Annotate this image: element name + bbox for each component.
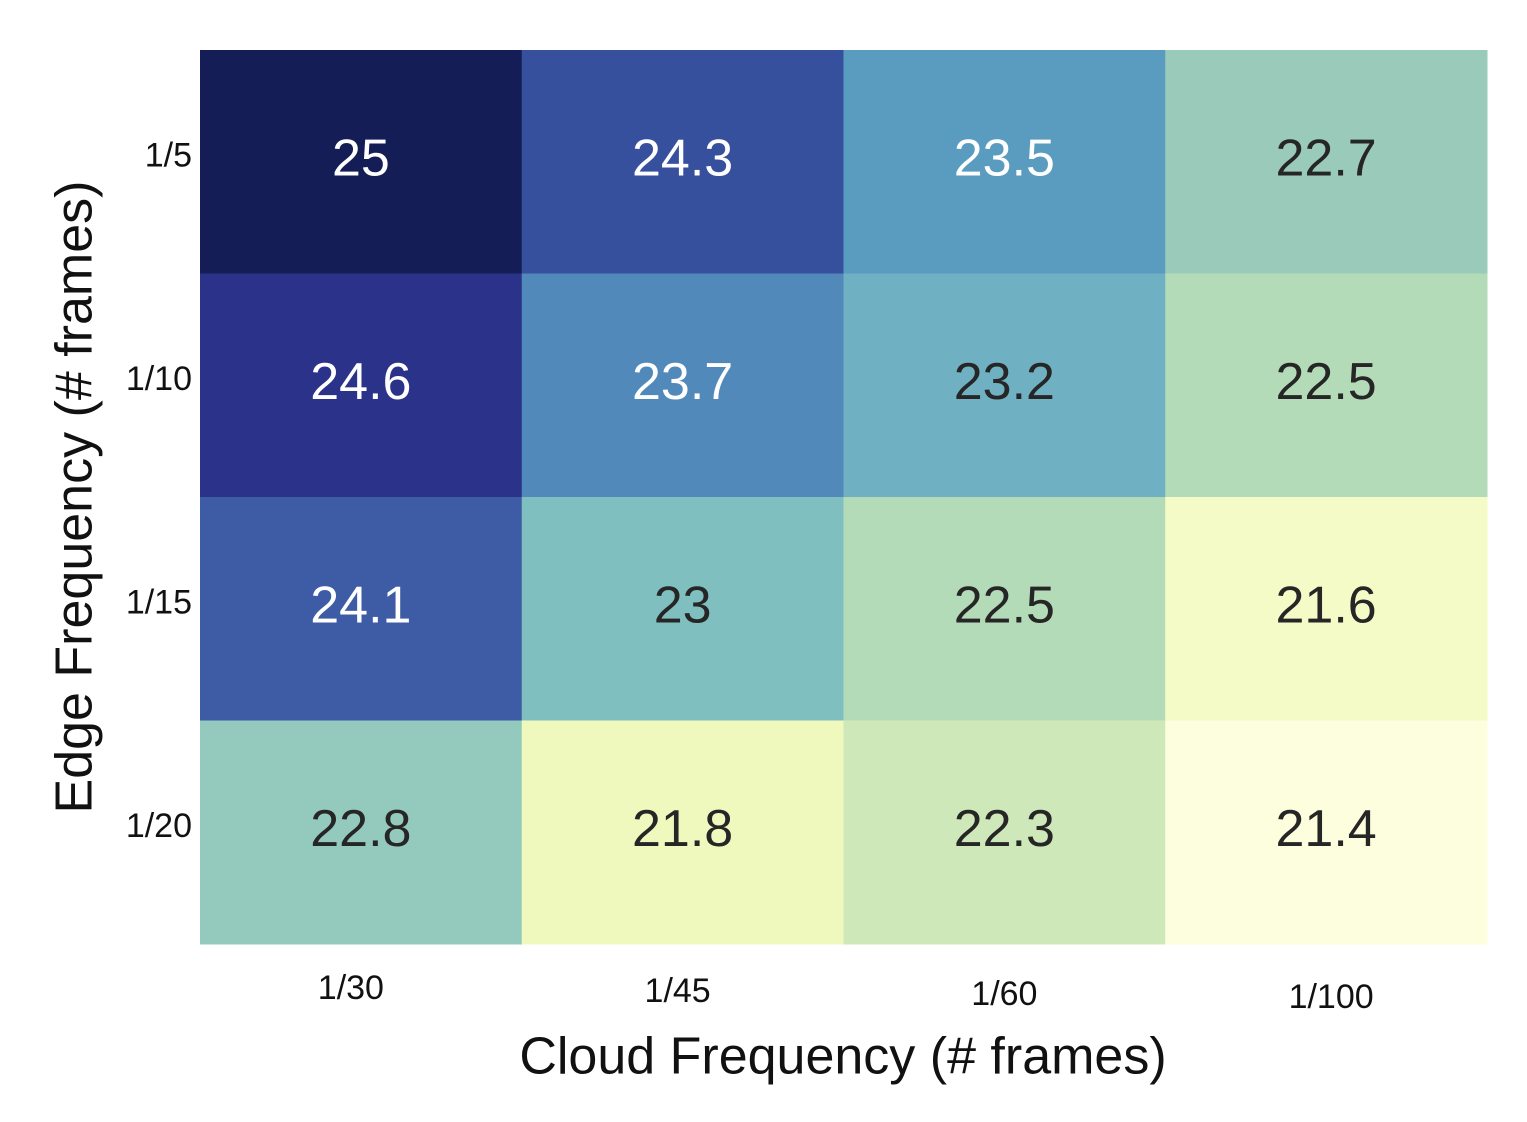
heatmap-cell	[521, 50, 844, 274]
cell-label: 21.8	[632, 800, 733, 858]
cell-label: 23	[654, 576, 712, 634]
heatmap-cell	[843, 720, 1166, 945]
y-axis-title: Edge Frequency (# frames)	[46, 181, 104, 814]
cell-label: 22.5	[1276, 353, 1377, 411]
y-tick-label: 1/5	[145, 137, 192, 175]
x-tick-label: 1/45	[645, 972, 711, 1010]
cell-label: 22.3	[954, 800, 1055, 858]
x-tick-label: 1/60	[971, 975, 1037, 1013]
heatmap-cell	[843, 273, 1166, 498]
x-tick-label: 1/30	[318, 969, 384, 1007]
y-tick-label: 1/20	[126, 807, 192, 845]
x-tick-label: 1/100	[1289, 978, 1374, 1016]
cell-label: 22.7	[1276, 129, 1377, 187]
heatmap-cell	[1165, 497, 1488, 721]
heatmap-cell	[521, 497, 844, 721]
y-tick-label: 1/15	[126, 584, 192, 622]
cell-label: 25	[332, 129, 390, 187]
heatmap-cell	[843, 50, 1166, 274]
heatmap-cell	[843, 497, 1166, 721]
heatmap-cell	[200, 720, 523, 945]
heatmap-cell	[1165, 273, 1488, 498]
y-tick-label: 1/10	[126, 360, 192, 398]
cell-label: 21.6	[1276, 576, 1377, 634]
heatmap-cell	[200, 50, 523, 274]
heatmap-cell	[1165, 50, 1488, 274]
x-axis-title: Cloud Frequency (# frames)	[519, 1028, 1166, 1086]
heatmap-cell	[200, 273, 523, 498]
cell-label: 24.3	[632, 129, 733, 187]
cell-label: 24.6	[310, 353, 411, 411]
heatmap-cell	[200, 497, 523, 721]
cell-label: 21.4	[1276, 800, 1377, 858]
cell-label: 23.2	[954, 353, 1055, 411]
cell-label: 24.1	[310, 576, 411, 634]
cell-label: 23.7	[632, 353, 733, 411]
cell-label: 22.8	[310, 800, 411, 858]
heatmap-cell	[1165, 720, 1488, 945]
cell-label: 22.5	[954, 576, 1055, 634]
heatmap-cell	[521, 273, 844, 498]
cell-label: 23.5	[954, 129, 1055, 187]
heatmap-cell	[521, 720, 844, 945]
